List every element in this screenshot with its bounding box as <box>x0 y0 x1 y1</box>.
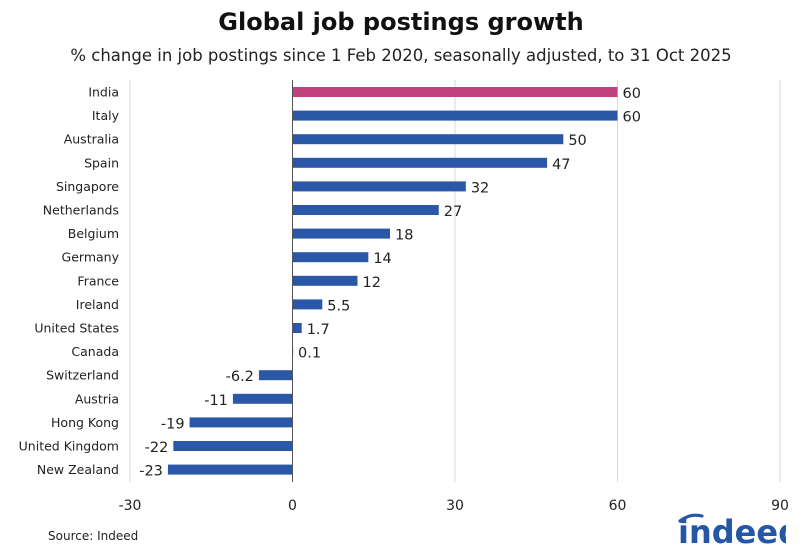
category-label: Hong Kong <box>51 415 119 430</box>
value-label: 32 <box>471 180 489 196</box>
category-label: United Kingdom <box>19 439 119 454</box>
chart-title: Global job postings growth <box>218 8 584 36</box>
value-label: -6.2 <box>226 369 254 385</box>
value-label: 5.5 <box>327 298 350 314</box>
bar <box>292 134 564 145</box>
category-label: India <box>88 85 119 100</box>
x-tick-label: 30 <box>446 498 464 514</box>
x-tick-label: -30 <box>119 498 142 514</box>
bar <box>292 275 358 286</box>
value-label: -19 <box>161 416 185 432</box>
value-label: 0.1 <box>298 346 321 362</box>
category-label: United States <box>34 321 119 336</box>
bar <box>258 370 293 381</box>
value-label: 18 <box>395 228 413 244</box>
value-label: 50 <box>568 133 586 149</box>
category-label: Australia <box>64 132 119 147</box>
logo-wordmark: indeed <box>678 513 786 551</box>
bars <box>167 87 618 475</box>
source-note: Source: Indeed <box>48 529 139 543</box>
gridlines <box>129 80 781 482</box>
value-label: 60 <box>623 110 641 126</box>
bar <box>292 323 302 333</box>
value-label: -11 <box>204 393 228 409</box>
value-label: -22 <box>145 440 169 456</box>
chart-subtitle: % change in job postings since 1 Feb 202… <box>70 46 732 65</box>
category-label: Switzerland <box>46 368 119 383</box>
bar <box>292 181 466 192</box>
category-label: Ireland <box>76 297 119 312</box>
bar <box>292 157 548 168</box>
bar <box>173 441 293 451</box>
x-tick-label: 0 <box>288 498 297 514</box>
category-label: New Zealand <box>37 462 119 477</box>
category-label: Netherlands <box>43 203 119 218</box>
bar <box>232 393 293 404</box>
category-label: Germany <box>62 250 120 265</box>
bar <box>167 464 293 475</box>
category-label: Italy <box>92 108 120 123</box>
category-label: Singapore <box>56 179 119 194</box>
value-label: 27 <box>444 204 462 220</box>
bar <box>292 205 439 215</box>
value-label: 1.7 <box>307 322 330 338</box>
x-tick-label: 60 <box>609 498 627 514</box>
bar <box>292 110 618 121</box>
category-label: France <box>77 273 119 288</box>
value-label: 60 <box>623 86 641 102</box>
bar <box>292 299 323 310</box>
indeed-logo: indeed <box>678 513 786 551</box>
category-label: Spain <box>84 155 119 170</box>
x-tick-label: 90 <box>771 498 789 514</box>
bar <box>292 228 390 239</box>
bar <box>292 87 618 97</box>
value-label: 47 <box>552 157 570 173</box>
labels: -30 0 30 60 90 India 60 Italy 60 Australia 50 Spain… <box>19 85 789 515</box>
category-label: Canada <box>71 344 119 359</box>
value-label: -23 <box>139 464 163 480</box>
category-label: Belgium <box>68 226 119 241</box>
bar <box>292 252 369 263</box>
bar <box>189 417 293 428</box>
logo-arc <box>678 513 704 523</box>
category-label: Austria <box>75 391 119 406</box>
value-label: 12 <box>363 275 381 291</box>
value-label: 14 <box>373 251 391 267</box>
